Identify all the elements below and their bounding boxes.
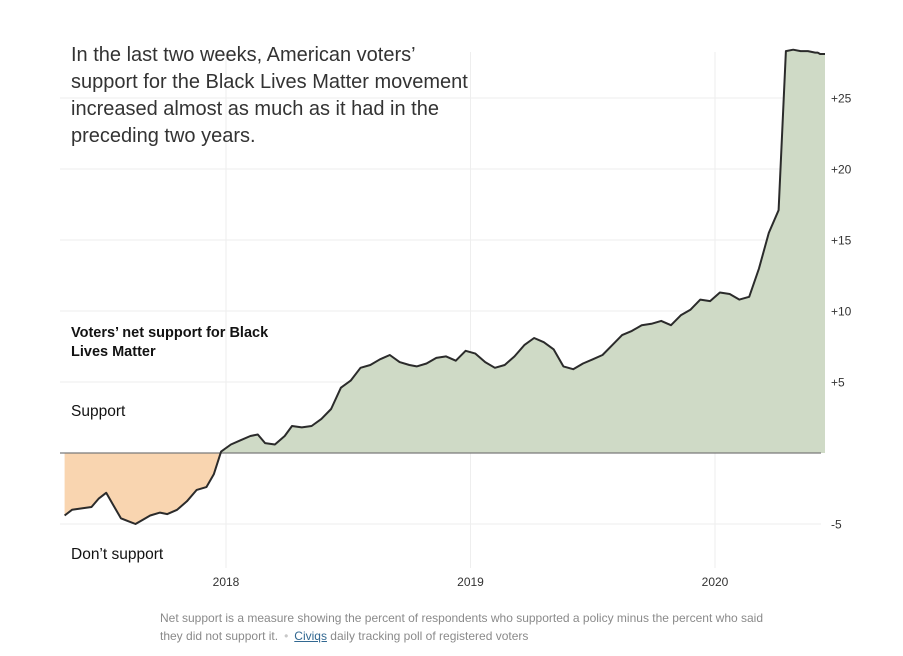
x-axis-labels: 2018 2019 2020 <box>213 575 729 589</box>
y-tick-label: -5 <box>831 518 842 532</box>
dont-support-label: Don’t support <box>71 546 164 563</box>
series-line <box>63 48 825 525</box>
series-line-group <box>63 48 825 525</box>
y-tick-label: +20 <box>831 163 852 177</box>
negative-area <box>64 453 825 524</box>
y-tick-label: +5 <box>831 376 845 390</box>
positive-area <box>64 49 825 453</box>
x-tick-label: 2019 <box>457 575 484 589</box>
source-link[interactable]: Civiqs <box>294 628 327 643</box>
y-tick-label: +15 <box>831 234 852 248</box>
footnote: Net support is a measure showing the per… <box>160 610 780 645</box>
chart-areas <box>64 49 825 524</box>
chart-title: Voters’ net support for Black Lives Matt… <box>71 325 269 360</box>
y-tick-label: +10 <box>831 305 852 319</box>
support-label: Support <box>71 403 126 420</box>
y-axis-labels: +25 +20 +15 +10 +5 -5 <box>831 92 852 532</box>
x-tick-label: 2020 <box>702 575 729 589</box>
y-tick-label: +25 <box>831 92 852 106</box>
x-tick-label: 2018 <box>213 575 240 589</box>
separator-dot: • <box>284 628 289 643</box>
footnote-text: Net support is a measure showing the per… <box>160 611 764 643</box>
source-description: daily tracking poll of registered voters <box>330 628 529 643</box>
headline: In the last two weeks, American voters’ … <box>71 44 468 147</box>
